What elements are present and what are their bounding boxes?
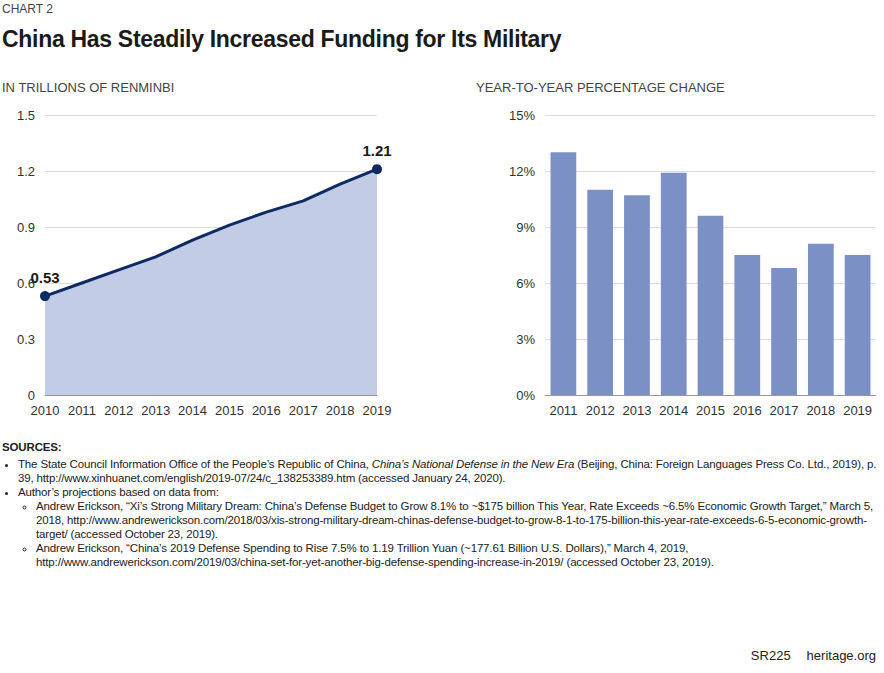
svg-text:2013: 2013	[141, 403, 170, 418]
svg-text:0.9: 0.9	[17, 220, 35, 235]
svg-text:12%: 12%	[509, 164, 535, 179]
svg-text:2015: 2015	[696, 403, 725, 418]
svg-text:15%: 15%	[509, 108, 535, 123]
svg-text:2017: 2017	[770, 403, 799, 418]
svg-text:2018: 2018	[326, 403, 355, 418]
html-text:Andrew Erickson, “Xi’s Strong: Andrew Erickson, “Xi’s Strong Military D…	[36, 500, 874, 540]
svg-text:0.53: 0.53	[30, 269, 59, 286]
svg-text:2019: 2019	[363, 403, 392, 418]
html-text:The State Council Information: The State Council Information Office of …	[18, 458, 877, 484]
svg-text:2012: 2012	[104, 403, 133, 418]
svg-text:2015: 2015	[215, 403, 244, 418]
svg-text:2016: 2016	[733, 403, 762, 418]
html-text:SOURCES:: SOURCES:	[2, 441, 62, 453]
svg-text:2017: 2017	[289, 403, 318, 418]
html-text:heritage.org: heritage.org	[806, 648, 876, 663]
svg-text:2014: 2014	[659, 403, 688, 418]
svg-text:2011: 2011	[549, 403, 577, 418]
svg-text:3%: 3%	[516, 332, 535, 347]
svg-text:0: 0	[28, 388, 35, 403]
svg-text:2018: 2018	[806, 403, 835, 418]
svg-text:6%: 6%	[516, 276, 535, 291]
svg-text:1.5: 1.5	[17, 108, 35, 123]
svg-text:2019: 2019	[843, 403, 872, 418]
svg-text:2010: 2010	[31, 403, 60, 418]
svg-text:0%: 0%	[516, 388, 535, 403]
svg-text:2011: 2011	[68, 403, 96, 418]
html-text:CHART 2: CHART 2	[2, 2, 53, 16]
html-text:China Has Steadily Increased F: China Has Steadily Increased Funding for…	[2, 26, 562, 52]
html-text:IN TRILLIONS OF RENMINBI: IN TRILLIONS OF RENMINBI	[2, 80, 175, 95]
svg-text:2013: 2013	[622, 403, 651, 418]
svg-text:0.6: 0.6	[16, 275, 35, 291]
html-text:Andrew Erickson, “China’s 2019: Andrew Erickson, “China’s 2019 Defense S…	[36, 542, 714, 568]
svg-text:2012: 2012	[586, 403, 615, 418]
svg-text:9%: 9%	[516, 220, 535, 235]
html-text:YEAR-TO-YEAR PERCENTAGE CHANGE: YEAR-TO-YEAR PERCENTAGE CHANGE	[476, 80, 725, 95]
html-text:Author’s projections based on: Author’s projections based on data from:	[18, 486, 219, 498]
svg-text:1.21: 1.21	[362, 142, 391, 159]
html-text:SR225: SR225	[750, 648, 791, 663]
svg-text:2014: 2014	[178, 403, 207, 418]
svg-text:2016: 2016	[252, 403, 281, 418]
svg-text:1.2: 1.2	[17, 164, 35, 179]
svg-text:0.3: 0.3	[17, 332, 35, 347]
